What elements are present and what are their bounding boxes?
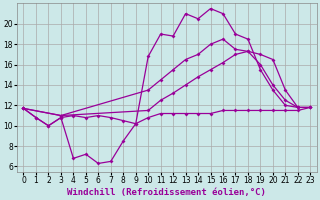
X-axis label: Windchill (Refroidissement éolien,°C): Windchill (Refroidissement éolien,°C) <box>68 188 266 197</box>
